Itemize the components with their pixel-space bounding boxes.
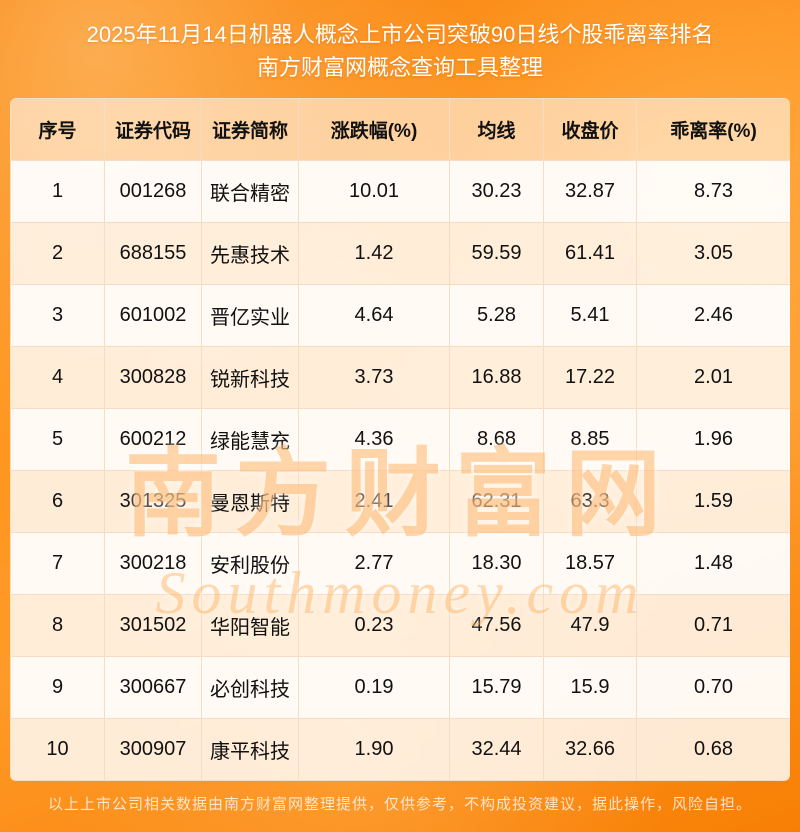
column-header: 均线: [449, 98, 544, 161]
table-cell: 1.96: [636, 408, 790, 471]
table-cell: 2.46: [636, 284, 790, 347]
table-cell: 锐新科技: [201, 346, 299, 409]
column-header: 乖离率(%): [636, 98, 790, 161]
table-cell: 301325: [104, 470, 202, 533]
table-row: 9 300667 必创科技 0.19 15.79 15.9 0.70: [10, 656, 790, 719]
table-cell: 1.48: [636, 532, 790, 595]
table-cell: 8: [10, 594, 105, 657]
table-cell: 63.3: [543, 470, 637, 533]
table-cell: 688155: [104, 222, 202, 285]
table-cell: 3.73: [298, 346, 450, 409]
table-cell: 5: [10, 408, 105, 471]
table-row: 6 301325 曼恩斯特 2.41 62.31 63.3 1.59: [10, 470, 790, 533]
table-cell: 32.87: [543, 160, 637, 223]
table-cell: 绿能慧充: [201, 408, 299, 471]
table-cell: 2.41: [298, 470, 450, 533]
table-cell: 9: [10, 656, 105, 719]
column-header: 证券简称: [201, 98, 299, 161]
table-row: 1 001268 联合精密 10.01 30.23 32.87 8.73: [10, 160, 790, 223]
table-cell: 62.31: [449, 470, 544, 533]
table-cell: 2: [10, 222, 105, 285]
table-cell: 0.19: [298, 656, 450, 719]
column-header: 涨跌幅(%): [298, 98, 450, 161]
table-row: 7 300218 安利股份 2.77 18.30 18.57 1.48: [10, 532, 790, 595]
column-header: 序号: [10, 98, 105, 161]
table-cell: 3.05: [636, 222, 790, 285]
table-cell: 1: [10, 160, 105, 223]
table-cell: 61.41: [543, 222, 637, 285]
table-cell: 4.64: [298, 284, 450, 347]
page-title: 2025年11月14日机器人概念上市公司突破90日线个股乖离率排名 南方财富网概…: [10, 0, 790, 84]
table-container: 序号 证券代码 证券简称 涨跌幅(%) 均线 收盘价 乖离率(%) 1 001268 联合精密 1…: [10, 98, 790, 781]
table-cell: 300667: [104, 656, 202, 719]
table-cell: 17.22: [543, 346, 637, 409]
table-cell: 47.9: [543, 594, 637, 657]
table-cell: 晋亿实业: [201, 284, 299, 347]
table-cell: 0.68: [636, 718, 790, 781]
table-cell: 8.85: [543, 408, 637, 471]
table-cell: 32.66: [543, 718, 637, 781]
table-cell: 1.59: [636, 470, 790, 533]
table-cell: 8.68: [449, 408, 544, 471]
table-cell: 600212: [104, 408, 202, 471]
title-line2: 南方财富网概念查询工具整理: [256, 55, 543, 80]
column-header: 收盘价: [543, 98, 637, 161]
table-cell: 4.36: [298, 408, 450, 471]
table-cell: 1.90: [298, 718, 450, 781]
table-row: 2 688155 先惠技术 1.42 59.59 61.41 3.05: [10, 222, 790, 285]
table-cell: 联合精密: [201, 160, 299, 223]
title-line1: 2025年11月14日机器人概念上市公司突破90日线个股乖离率排名: [86, 22, 714, 47]
table-cell: 6: [10, 470, 105, 533]
table-cell: 必创科技: [201, 656, 299, 719]
table-cell: 300218: [104, 532, 202, 595]
table-cell: 18.57: [543, 532, 637, 595]
table-cell: 5.28: [449, 284, 544, 347]
table-row: 4 300828 锐新科技 3.73 16.88 17.22 2.01: [10, 346, 790, 409]
table-header-row: 序号 证券代码 证券简称 涨跌幅(%) 均线 收盘价 乖离率(%): [10, 98, 790, 161]
footer-disclaimer: 以上上市公司相关数据由南方财富网整理提供，仅供参考，不构成投资建议，据此操作，风…: [47, 796, 752, 813]
table-row: 5 600212 绿能慧充 4.36 8.68 8.85 1.96: [10, 408, 790, 471]
table-cell: 3: [10, 284, 105, 347]
table-row: 3 601002 晋亿实业 4.64 5.28 5.41 2.46: [10, 284, 790, 347]
table-cell: 2.01: [636, 346, 790, 409]
table-cell: 30.23: [449, 160, 544, 223]
table-cell: 4: [10, 346, 105, 409]
table-cell: 7: [10, 532, 105, 595]
table-cell: 15.79: [449, 656, 544, 719]
table-cell: 1.42: [298, 222, 450, 285]
table-cell: 0.70: [636, 656, 790, 719]
bias-rank-table: 序号 证券代码 证券简称 涨跌幅(%) 均线 收盘价 乖离率(%) 1 001268 联合精密 1…: [10, 98, 790, 781]
table-cell: 601002: [104, 284, 202, 347]
table-cell: 0.23: [298, 594, 450, 657]
table-cell: 47.56: [449, 594, 544, 657]
table-row: 8 301502 华阳智能 0.23 47.56 47.9 0.71: [10, 594, 790, 657]
table-cell: 18.30: [449, 532, 544, 595]
table-cell: 300907: [104, 718, 202, 781]
table-cell: 5.41: [543, 284, 637, 347]
table-cell: 10.01: [298, 160, 450, 223]
table-cell: 安利股份: [201, 532, 299, 595]
table-cell: 16.88: [449, 346, 544, 409]
table-cell: 15.9: [543, 656, 637, 719]
table-cell: 32.44: [449, 718, 544, 781]
table-body: 1 001268 联合精密 10.01 30.23 32.87 8.73 2 688155 先惠技…: [10, 160, 790, 781]
table-cell: 59.59: [449, 222, 544, 285]
table-cell: 0.71: [636, 594, 790, 657]
table-cell: 华阳智能: [201, 594, 299, 657]
table-cell: 曼恩斯特: [201, 470, 299, 533]
table-cell: 康平科技: [201, 718, 299, 781]
table-cell: 先惠技术: [201, 222, 299, 285]
table-cell: 001268: [104, 160, 202, 223]
table-cell: 2.77: [298, 532, 450, 595]
table-row: 10 300907 康平科技 1.90 32.44 32.66 0.68: [10, 718, 790, 781]
table-cell: 300828: [104, 346, 202, 409]
column-header: 证券代码: [104, 98, 202, 161]
table-cell: 10: [10, 718, 105, 781]
table-cell: 8.73: [636, 160, 790, 223]
table-cell: 301502: [104, 594, 202, 657]
